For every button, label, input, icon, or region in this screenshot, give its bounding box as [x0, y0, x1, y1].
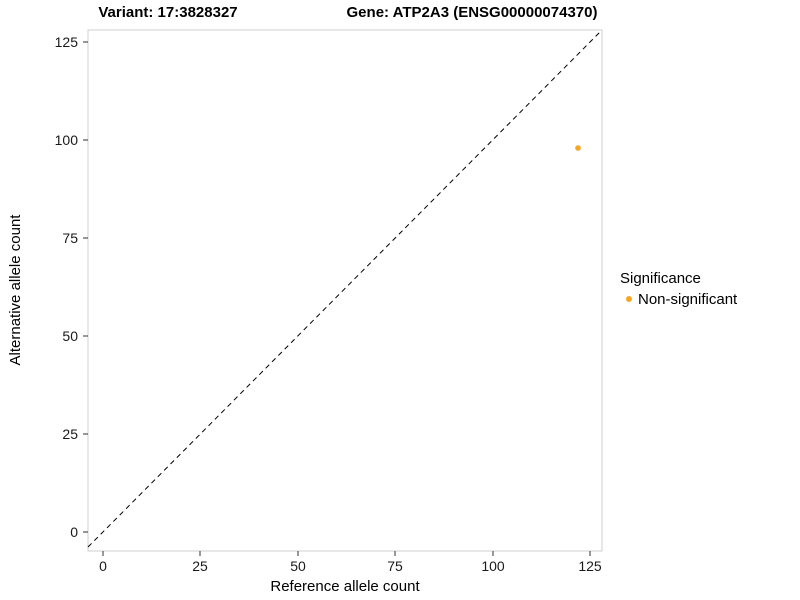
y-tick-label: 25 [62, 426, 78, 442]
plot-title-variant: Variant: 17:3828327 [98, 4, 237, 21]
y-tick-label: 50 [62, 328, 78, 344]
data-point [575, 145, 581, 151]
x-tick-label: 25 [192, 558, 208, 574]
legend-key-dot [626, 296, 632, 302]
y-tick-label: 100 [55, 132, 79, 148]
legend: Significance Non-significant [620, 270, 738, 308]
y-tick-label: 125 [55, 34, 79, 50]
y-axis-ticks [83, 41, 88, 533]
plot-panel [87, 29, 603, 552]
x-axis-title: Reference allele count [270, 578, 420, 595]
x-tick-label: 0 [99, 558, 107, 574]
legend-title: Significance [620, 270, 701, 287]
y-tick-label: 75 [62, 230, 78, 246]
y-tick-label: 0 [70, 524, 78, 540]
x-tick-label: 125 [578, 558, 602, 574]
x-tick-label: 75 [387, 558, 403, 574]
y-axis-title: Alternative allele count [7, 214, 24, 366]
legend-entry-label: Non-significant [638, 291, 738, 308]
plot-title-gene: Gene: ATP2A3 (ENSG00000074370) [347, 4, 598, 21]
x-tick-label: 100 [481, 558, 505, 574]
x-tick-label: 50 [290, 558, 306, 574]
x-axis-ticks [102, 551, 591, 556]
identity-reference-line [87, 29, 603, 548]
